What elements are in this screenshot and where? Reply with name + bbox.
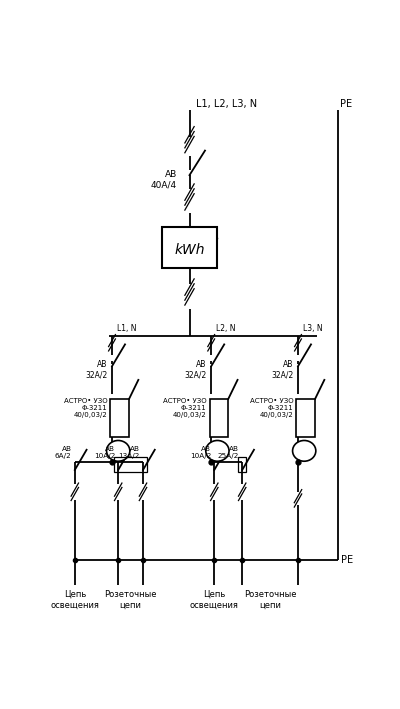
Text: kWh: kWh: [174, 243, 205, 257]
Text: АСТРО• УЗО
Φ-3211
40/0,03/2: АСТРО• УЗО Φ-3211 40/0,03/2: [64, 398, 107, 418]
Ellipse shape: [292, 440, 316, 462]
Text: АСТРО• УЗО
Φ-3211
40/0,03/2: АСТРО• УЗО Φ-3211 40/0,03/2: [250, 398, 293, 418]
FancyBboxPatch shape: [210, 399, 228, 437]
Text: PE: PE: [340, 99, 352, 108]
Text: Розеточные
цепи: Розеточные цепи: [104, 590, 157, 610]
FancyBboxPatch shape: [110, 399, 129, 437]
Text: PE: PE: [342, 555, 354, 565]
Ellipse shape: [106, 440, 130, 462]
FancyBboxPatch shape: [162, 227, 218, 268]
Text: L2, N: L2, N: [216, 325, 235, 333]
Text: Цепь
освещения: Цепь освещения: [190, 590, 239, 610]
FancyBboxPatch shape: [296, 399, 315, 437]
Text: AB
40A/4: AB 40A/4: [151, 169, 177, 189]
Text: Розеточные
цепи: Розеточные цепи: [244, 590, 296, 610]
Text: AB
32A/2: AB 32A/2: [271, 359, 293, 379]
Text: AB
32A/2: AB 32A/2: [85, 359, 107, 379]
Text: AB
6A/2: AB 6A/2: [55, 446, 72, 459]
Ellipse shape: [206, 440, 229, 462]
Text: L1, N: L1, N: [117, 325, 136, 333]
Text: AB
32A/2: AB 32A/2: [184, 359, 206, 379]
Text: AB
10A/2: AB 10A/2: [94, 446, 115, 459]
Text: AB
25A/2: AB 25A/2: [218, 446, 239, 459]
Text: L3, N: L3, N: [303, 325, 322, 333]
Text: АСТРО• УЗО
Φ-3211
40/0,03/2: АСТРО• УЗО Φ-3211 40/0,03/2: [163, 398, 206, 418]
Text: AB
13A/2: AB 13A/2: [118, 446, 140, 459]
Text: L1, L2, L3, N: L1, L2, L3, N: [196, 99, 257, 108]
Text: AB
10A/2: AB 10A/2: [190, 446, 211, 459]
Text: Цепь
освещения: Цепь освещения: [50, 590, 99, 610]
